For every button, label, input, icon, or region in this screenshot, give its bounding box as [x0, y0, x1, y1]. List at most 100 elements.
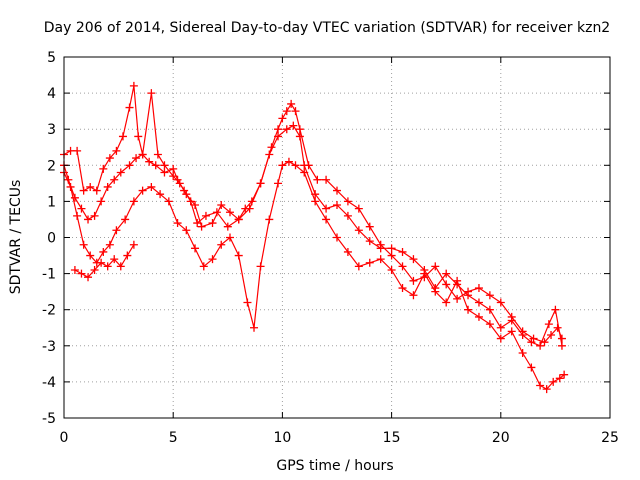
data-point [169, 164, 178, 173]
data-point [217, 240, 226, 249]
data-point [164, 197, 173, 206]
data-point [542, 385, 551, 394]
data-point [365, 258, 374, 267]
data-point [453, 294, 462, 303]
y-tick-label: -3 [42, 339, 56, 355]
data-point [123, 251, 132, 260]
data-point [112, 226, 121, 235]
data-point [86, 182, 95, 191]
y-tick-label: -5 [42, 411, 56, 427]
data-point [199, 262, 208, 271]
data-point [73, 146, 82, 155]
data-point [398, 262, 407, 271]
data-point [547, 330, 556, 339]
data-point [376, 255, 385, 264]
data-point [560, 370, 569, 379]
data-point [322, 175, 331, 184]
data-point [474, 298, 483, 307]
data-point [138, 186, 147, 195]
data-point [442, 280, 451, 289]
data-point [153, 150, 162, 159]
data-point [247, 197, 256, 206]
x-axis-label: GPS time / hours [276, 458, 393, 474]
data-point [84, 215, 93, 224]
data-point [284, 157, 293, 166]
y-tick-label: 0 [47, 231, 56, 247]
data-point [295, 125, 304, 134]
data-point [191, 244, 200, 253]
data-point [536, 381, 545, 390]
data-point [182, 226, 191, 235]
data-point [474, 284, 483, 293]
y-tick-label: -1 [42, 267, 56, 283]
data-point [365, 222, 374, 231]
data-point [291, 107, 300, 116]
y-tick-label: 3 [47, 122, 56, 138]
data-point [354, 204, 363, 213]
data-point [145, 157, 154, 166]
data-point [103, 182, 112, 191]
data-point [274, 132, 283, 141]
data-point [278, 161, 287, 170]
data-point [256, 179, 265, 188]
data-point [201, 211, 210, 220]
data-point [129, 81, 138, 90]
data-point [555, 374, 564, 383]
data-point [147, 89, 156, 98]
data-point [485, 291, 494, 300]
data-point [549, 377, 558, 386]
data-point [223, 222, 232, 231]
data-point [518, 330, 527, 339]
data-point [132, 154, 141, 163]
data-point [234, 251, 243, 260]
data-point [112, 146, 121, 155]
data-point [557, 334, 566, 343]
x-tick-label: 0 [60, 430, 69, 446]
data-point [551, 305, 560, 314]
data-point [278, 114, 287, 123]
x-tick-label: 25 [601, 430, 619, 446]
data-point [322, 204, 331, 213]
series-trace [63, 161, 565, 390]
data-point [66, 182, 75, 191]
data-point [343, 211, 352, 220]
data-point [105, 240, 114, 249]
data-point [398, 284, 407, 293]
y-tick-label: -4 [42, 375, 56, 391]
data-point [398, 247, 407, 256]
data-point [241, 204, 250, 213]
data-point [496, 323, 505, 332]
data-point [287, 99, 296, 108]
data-point [225, 233, 234, 242]
data-point [453, 276, 462, 285]
data-point [250, 323, 259, 332]
y-tick-label: -2 [42, 303, 56, 319]
data-point [73, 211, 82, 220]
data-point [431, 262, 440, 271]
data-point [354, 262, 363, 271]
data-point [409, 291, 418, 300]
data-point [354, 226, 363, 235]
data-point [431, 287, 440, 296]
data-point [485, 305, 494, 314]
data-point [387, 265, 396, 274]
data-point [295, 132, 304, 141]
y-tick-label: 5 [47, 50, 56, 66]
data-point [291, 161, 300, 170]
data-point [474, 312, 483, 321]
data-point [387, 251, 396, 260]
data-point [217, 201, 226, 210]
data-point [225, 208, 234, 217]
data-point [138, 150, 147, 159]
data-point [265, 150, 274, 159]
data-point [274, 125, 283, 134]
data-point [282, 125, 291, 134]
data-point [243, 298, 252, 307]
data-point [313, 175, 322, 184]
y-tick-label: 1 [47, 194, 56, 210]
data-point [557, 341, 566, 350]
data-point [311, 197, 320, 206]
data-point [256, 262, 265, 271]
data-point [116, 168, 125, 177]
